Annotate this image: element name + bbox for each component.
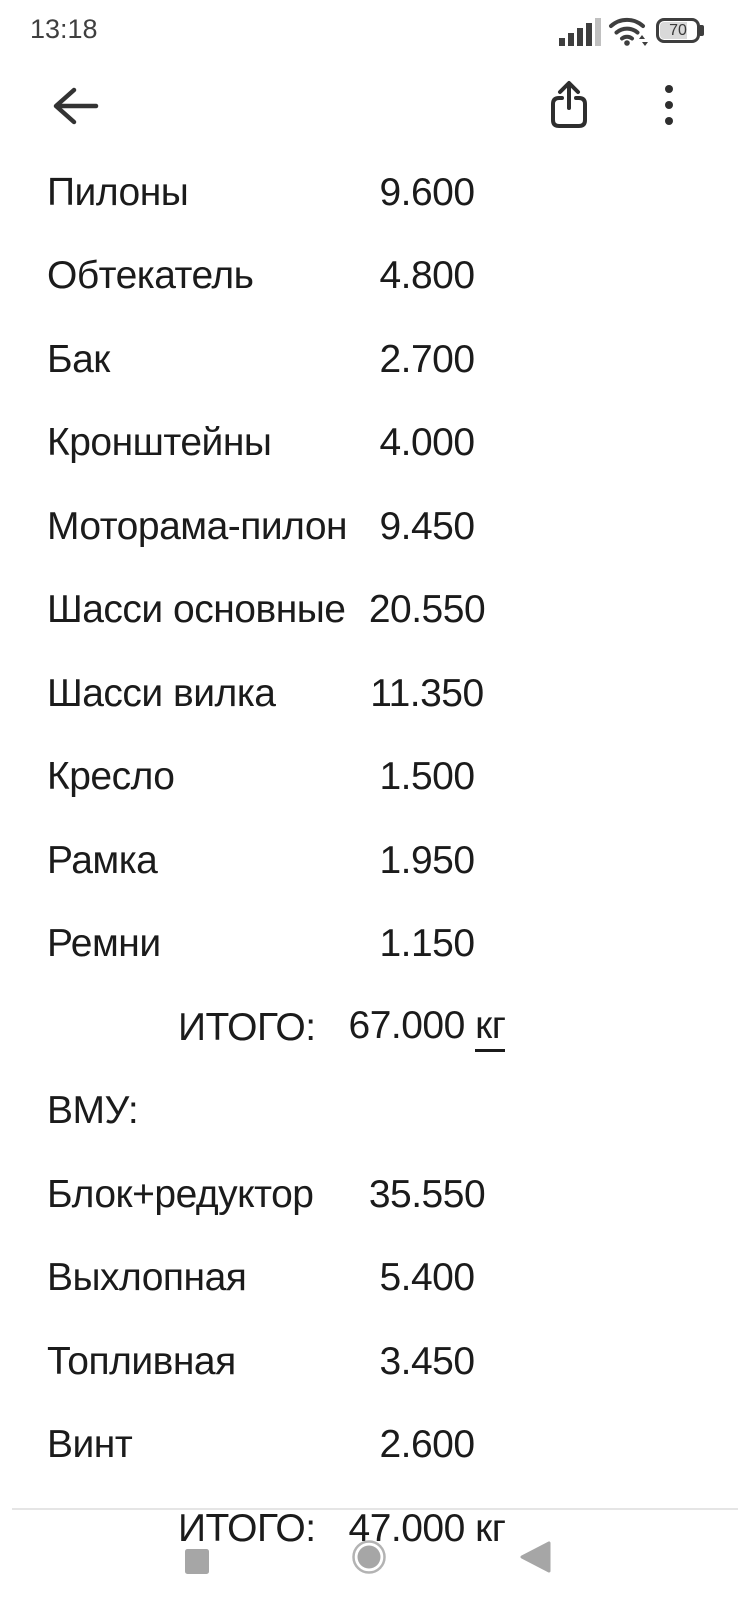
note-row-label: Бак — [47, 337, 110, 381]
note-row-value: 4.800 — [379, 254, 475, 298]
battery-fill — [660, 22, 687, 39]
note-row-label: Кронштейны — [47, 421, 272, 465]
note-row-value: 2.700 — [379, 337, 475, 381]
note-row: Кресло 1.500 — [0, 736, 738, 820]
note-row-value: 2.600 — [379, 1423, 475, 1467]
note-row-label: Блок+редуктор — [47, 1172, 314, 1216]
note-row-value: 20.550 — [368, 588, 486, 632]
home-button[interactable] — [340, 1530, 398, 1588]
note-row: Блок+редуктор 35.550 — [0, 1153, 738, 1237]
note-row: Ремни 1.150 — [0, 903, 738, 987]
app-bar — [0, 60, 738, 150]
note-row-value: 9.600 — [379, 170, 475, 214]
note-row: ИТОГО: 47.000 кг — [0, 1487, 738, 1571]
note-row-value: 1.150 — [379, 922, 475, 966]
note-row: Кронштейны 4.000 — [0, 402, 738, 486]
note-row-value: 5.400 — [379, 1256, 475, 1300]
back-arrow-icon — [53, 87, 99, 125]
note-rows: Пилоны 9.600 Обтекатель 4.800 Бак 2.700 Кроншт… — [0, 151, 738, 1571]
note-row-unit: кг — [475, 1004, 506, 1052]
share-button[interactable] — [536, 72, 602, 138]
note-row: Обтекатель 4.800 — [0, 235, 738, 319]
note-row-label: Рамка — [47, 838, 158, 882]
home-circle-icon — [352, 1540, 386, 1574]
battery-nub — [700, 25, 704, 36]
note-row: Моторама-пилон 9.450 — [0, 485, 738, 569]
back-button[interactable] — [40, 74, 110, 138]
note-row-value: 4.000 — [379, 421, 475, 465]
note-row: Винт 2.600 — [0, 1404, 738, 1488]
recents-button[interactable] — [172, 1534, 222, 1584]
note-row-label: Шасси вилка — [47, 671, 276, 715]
navigation-bar — [0, 1530, 738, 1600]
note-row-value: 67.000 кг — [338, 1004, 516, 1052]
note-row: ИТОГО: 67.000 кг — [0, 986, 738, 1070]
overflow-menu-icon — [665, 85, 673, 125]
note-row: ВМУ: — [0, 1070, 738, 1154]
note-row-label: Шасси основные — [47, 588, 346, 632]
wifi-icon — [609, 17, 648, 46]
note-row-value: 1.500 — [379, 755, 475, 799]
cell-signal-icon — [559, 18, 601, 46]
battery-percent: 70 — [669, 21, 687, 39]
share-icon — [551, 81, 587, 128]
note-row-label: ИТОГО: — [178, 1506, 316, 1550]
note-row-value: 1.950 — [379, 838, 475, 882]
note-row: Шасси вилка 11.350 — [0, 652, 738, 736]
status-time: 13:18 — [30, 14, 98, 44]
note-row-value: 35.550 — [368, 1172, 486, 1216]
nav-back-triangle-icon — [520, 1541, 551, 1573]
note-row-label: Кресло — [47, 755, 175, 799]
note-row-label: Моторама-пилон — [47, 504, 348, 548]
note-row: Шасси основные 20.550 — [0, 569, 738, 653]
note-row-value: 9.450 — [379, 504, 475, 548]
status-bar: 13:18 70 — [0, 0, 738, 60]
note-row-label: ВМУ: — [47, 1089, 139, 1133]
note-content[interactable]: Пилоны 9.600 Обтекатель 4.800 Бак 2.700 Кроншт… — [0, 151, 738, 1571]
note-row-unit: кг — [475, 1506, 506, 1550]
bottom-divider — [12, 1508, 738, 1510]
note-row: Рамка 1.950 — [0, 819, 738, 903]
note-row-label: Топливная — [47, 1339, 236, 1383]
note-row-label: Обтекатель — [47, 254, 254, 298]
note-row-value: 11.350 — [370, 671, 484, 715]
note-row: Выхлопная 5.400 — [0, 1237, 738, 1321]
note-row-value: 47.000 кг — [348, 1506, 506, 1550]
note-row-label: Ремни — [47, 922, 161, 966]
nav-back-button[interactable] — [508, 1532, 562, 1586]
note-row-value: 3.450 — [379, 1339, 475, 1383]
note-row: Бак 2.700 — [0, 318, 738, 402]
note-row-label: Пилоны — [47, 170, 189, 214]
note-row-label: Выхлопная — [47, 1256, 247, 1300]
note-row: Топливная 3.450 — [0, 1320, 738, 1404]
overflow-menu-button[interactable] — [640, 74, 698, 136]
note-row: Пилоны 9.600 — [0, 151, 738, 235]
recents-square-icon — [185, 1549, 209, 1574]
note-row-label: Винт — [47, 1423, 133, 1467]
note-row-label: ИТОГО: — [178, 1005, 316, 1049]
battery-icon: 70 — [656, 18, 704, 43]
